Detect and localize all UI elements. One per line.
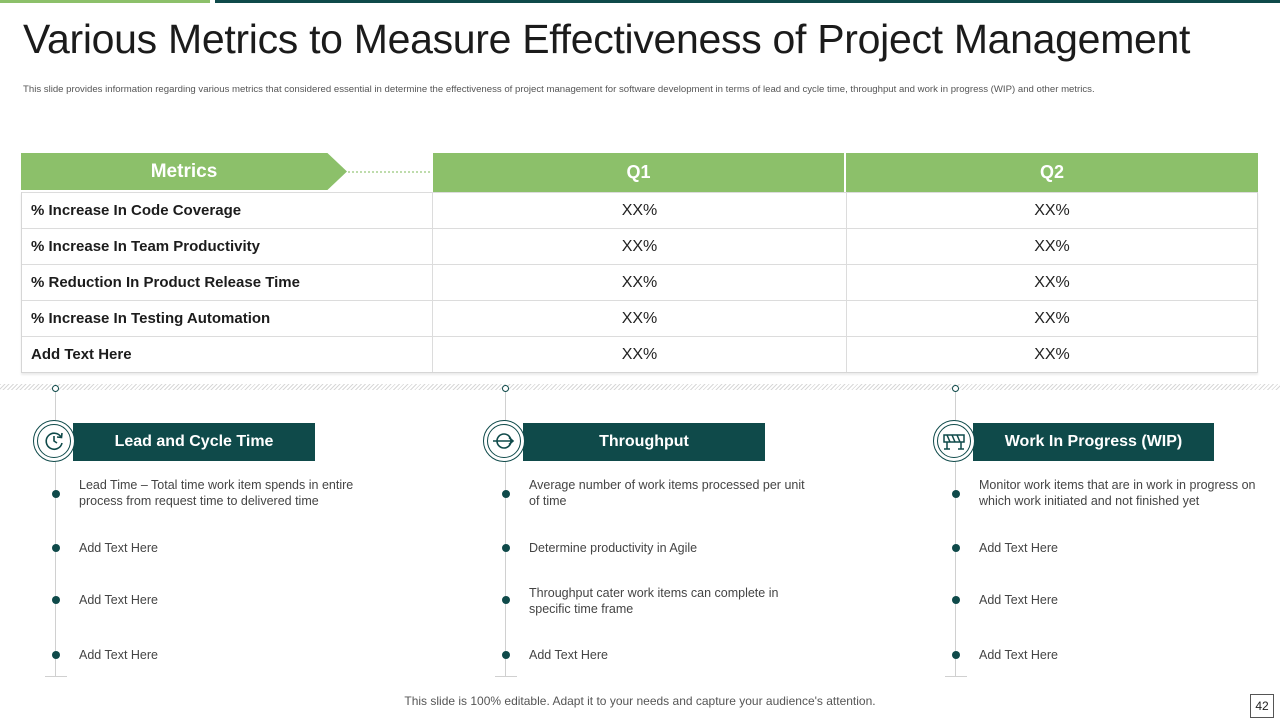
refresh-clock-icon [33, 420, 75, 462]
hatched-divider [0, 384, 1280, 390]
metric-name: % Increase In Team Productivity [22, 229, 433, 264]
barrier-icon [933, 420, 975, 462]
column-throughput: Throughput Average number of work items … [471, 384, 805, 680]
bullet-text: Determine productivity in Agile [529, 541, 698, 555]
bullet-text: Add Text Here [79, 541, 158, 555]
q2-value: XX% [1034, 273, 1070, 291]
metrics-table: Metrics Q1 Q2 % Increase In Code Coverag… [21, 153, 1258, 373]
table-body: % Increase In Code Coverage XX% XX% % In… [21, 192, 1258, 373]
header-q2: Q2 [846, 153, 1258, 192]
timeline-start-dot [952, 385, 959, 392]
metric-name: Add Text Here [22, 337, 433, 372]
table-header: Metrics Q1 Q2 [21, 153, 1258, 192]
bullet-dot [52, 651, 60, 659]
metric-name: % Increase In Testing Automation [22, 301, 433, 336]
metric-name: % Increase In Code Coverage [22, 193, 433, 228]
q2-value: XX% [1034, 345, 1070, 363]
table-row: % Increase In Team Productivity XX% XX% [22, 228, 1257, 264]
timeline-line [505, 392, 506, 677]
bullet-dot [52, 490, 60, 498]
q1-value: XX% [433, 265, 847, 300]
header-q1: Q1 [433, 153, 844, 192]
bullet-text: Add Text Here [79, 648, 158, 662]
bullet-text: Monitor work items that are in work in p… [979, 478, 1256, 508]
q2-value: XX% [1034, 237, 1070, 255]
timeline-end-cap [45, 676, 67, 677]
q2-value: XX% [1034, 309, 1070, 327]
bullet-dot [502, 651, 510, 659]
footer-note: This slide is 100% editable. Adapt it to… [404, 694, 876, 708]
timeline-line [55, 392, 56, 677]
timeline-line [955, 392, 956, 677]
table-row: % Increase In Testing Automation XX% XX% [22, 300, 1257, 336]
top-accent-bar-green [0, 0, 210, 3]
table-row: % Increase In Code Coverage XX% XX% [22, 192, 1257, 228]
q1-value: XX% [433, 337, 847, 372]
bullet-dot [952, 490, 960, 498]
bullet-dot [52, 544, 60, 552]
timeline-end-cap [945, 676, 967, 677]
timeline-end-cap [495, 676, 517, 677]
header-metrics: Metrics [21, 153, 347, 190]
bullet-dot [502, 596, 510, 604]
header-dotted-connector [347, 170, 431, 174]
table-row: % Reduction In Product Release Time XX% … [22, 264, 1257, 300]
page-number: 42 [1250, 694, 1274, 718]
column-title-banner: Work In Progress (WIP) [973, 423, 1214, 461]
timeline-start-dot [502, 385, 509, 392]
bullet-text: Average number of work items processed p… [529, 478, 805, 508]
bullet-text: Add Text Here [979, 541, 1058, 555]
bullet-dot [952, 596, 960, 604]
column-work-in-progress: Work In Progress (WIP) Monitor work item… [921, 384, 1256, 680]
column-lead-cycle-time: Lead and Cycle Time Lead Time – Total ti… [21, 384, 353, 680]
q2-value: XX% [1034, 201, 1070, 219]
q1-value: XX% [433, 301, 847, 336]
bullet-text: Lead Time – Total time work item spends … [79, 478, 354, 508]
bullet-text: Add Text Here [979, 648, 1058, 662]
bullet-text: Add Text Here [529, 648, 608, 662]
bullet-text: Add Text Here [79, 593, 158, 607]
bullet-dot [952, 544, 960, 552]
bullet-text: Add Text Here [979, 593, 1058, 607]
q1-value: XX% [433, 229, 847, 264]
bullet-dot [502, 544, 510, 552]
circle-arrow-icon [483, 420, 525, 462]
slide-title: Various Metrics to Measure Effectiveness… [23, 16, 1191, 62]
bullet-dot [502, 490, 510, 498]
q1-value: XX% [433, 193, 847, 228]
bullet-dot [52, 596, 60, 604]
top-accent-bar-dark [215, 0, 1280, 3]
metric-name: % Reduction In Product Release Time [22, 265, 433, 300]
column-title-banner: Throughput [523, 423, 765, 461]
slide-subtitle: This slide provides information regardin… [23, 84, 1095, 95]
bullet-text: Throughput cater work items can complete… [529, 586, 779, 616]
timeline-start-dot [52, 385, 59, 392]
bullet-dot [952, 651, 960, 659]
column-title-banner: Lead and Cycle Time [73, 423, 315, 461]
table-row: Add Text Here XX% XX% [22, 336, 1257, 372]
